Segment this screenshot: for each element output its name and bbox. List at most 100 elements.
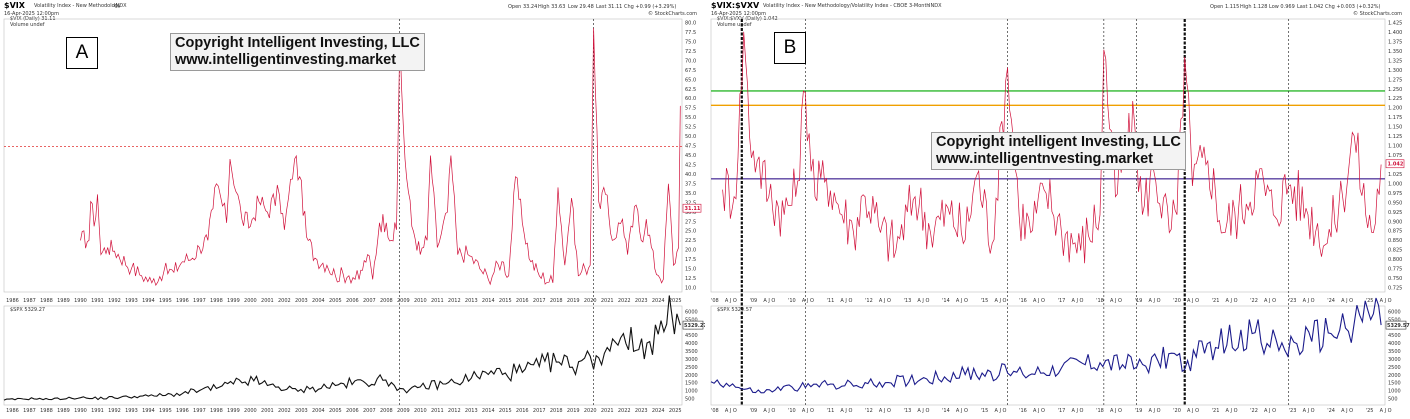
y-tick-label: 12.5 [685, 276, 696, 282]
price-tag [1385, 159, 1405, 169]
price-tag [682, 203, 702, 213]
x-tick-label: '19 [1135, 298, 1143, 304]
x-tick-label: 2020 [584, 298, 597, 304]
main-series-line [80, 28, 681, 287]
lower-x-tick-label: '23 [1289, 408, 1297, 414]
y-tick-label: 30.0 [685, 210, 696, 216]
lower-x-month-label: A J O [1110, 408, 1122, 414]
x-tick-label: 1986 [6, 298, 19, 304]
lower-y-tick-label: 3000 [1388, 357, 1401, 363]
y-tick-label: 0.725 [1388, 286, 1402, 292]
panel-b-date: 16-Apr-2025 12:00pm [711, 11, 766, 17]
x-tick-label: '17 [1058, 298, 1066, 304]
lower-y-tick-label: 4500 [685, 333, 698, 339]
y-tick-label: 1.075 [1388, 153, 1402, 159]
lower-x-tick-label: '10 [788, 408, 796, 414]
y-tick-label: 65.0 [685, 77, 696, 83]
lower-x-tick-label: 2022 [618, 408, 631, 414]
lower-x-month-label: A J O [725, 408, 737, 414]
panel-b-provider: © StockCharts.com [1353, 10, 1402, 17]
y-tick-label: 77.5 [685, 30, 696, 36]
lower-x-tick-label: 2018 [550, 408, 563, 414]
y-tick-label: 1.175 [1388, 115, 1402, 121]
lower-x-tick-label: '11 [827, 408, 835, 414]
y-tick-label: 1.150 [1388, 125, 1402, 131]
x-tick-label: '13 [904, 298, 912, 304]
lower-x-month-label: A J O [917, 408, 929, 414]
panel-b-quote-open: Open 1.115 [1210, 4, 1239, 10]
x-tick-label: 2022 [618, 298, 631, 304]
lower-x-tick-label: '19 [1135, 408, 1143, 414]
lower-y-tick-label: 1000 [1388, 389, 1401, 395]
y-tick-label: 32.5 [685, 200, 696, 206]
lower-y-tick-label: 4000 [685, 341, 698, 347]
lower-x-tick-label: 2004 [312, 408, 325, 414]
lower-x-tick-label: 2020 [584, 408, 597, 414]
y-tick-label: 67.5 [685, 68, 696, 74]
lower-x-tick-label: 2012 [448, 408, 461, 414]
y-tick-label: 20.0 [685, 248, 696, 254]
panel-b-svg: $VIX:$VXV Volatility Index - New Methodo… [710, 1, 1410, 414]
lower-y-tick-label: 6000 [685, 310, 698, 316]
y-tick-label: 70.0 [685, 58, 696, 64]
y-tick-label: 1.300 [1388, 68, 1402, 74]
y-tick-label: 27.5 [685, 219, 696, 225]
x-month-label: A J O [802, 298, 814, 304]
panel-b-quote-low: Low 0.969 [1269, 4, 1295, 10]
x-tick-label: 1994 [142, 298, 155, 304]
panel-a-quote-change: Chg +0.99 (+3.29%) [624, 4, 676, 10]
lower-y-tick-label: 2000 [1388, 373, 1401, 379]
panel-b-label: B [774, 32, 806, 64]
y-tick-label: 1.100 [1388, 144, 1402, 150]
x-tick-label: 2012 [448, 298, 461, 304]
lower-x-tick-label: 2023 [635, 408, 648, 414]
x-month-label: A J O [1264, 298, 1276, 304]
x-tick-label: 1990 [74, 298, 87, 304]
x-month-label: A J O [1380, 298, 1392, 304]
lower-x-tick-label: 1999 [227, 408, 240, 414]
lower-x-tick-label: 1996 [176, 408, 189, 414]
x-tick-label: 2008 [380, 298, 393, 304]
copyright-b-line2: www.intelligentnvesting.market [936, 151, 1154, 167]
panel-b-legend-lower: $SPX 5329.57 [717, 307, 752, 313]
lower-x-tick-label: 2025 [669, 408, 682, 414]
x-tick-label: '23 [1289, 298, 1297, 304]
copyright-box-b: Copyright intelligent Investing, LLC www… [931, 132, 1186, 170]
x-tick-label: '18 [1096, 298, 1104, 304]
x-tick-label: 2007 [363, 298, 376, 304]
x-tick-label: 1991 [91, 298, 104, 304]
lower-x-tick-label: 2001 [261, 408, 274, 414]
lower-y-tick-label: 1000 [685, 389, 698, 395]
lower-y-tick-label: 2000 [685, 373, 698, 379]
lower-x-month-label: A J O [1341, 408, 1353, 414]
panel-b: $VIX:$VXV Volatility Index - New Methodo… [707, 0, 1410, 414]
lower-x-tick-label: '12 [865, 408, 873, 414]
x-tick-label: 2005 [329, 298, 342, 304]
main-series-line [722, 31, 1382, 264]
lower-x-month-label: A J O [956, 408, 968, 414]
lower-x-tick-label: 2009 [397, 408, 410, 414]
x-month-label: A J O [1149, 298, 1161, 304]
lower-plot-frame [710, 305, 1386, 406]
y-tick-label: 52.5 [685, 125, 696, 131]
y-tick-label: 45.0 [685, 153, 696, 159]
x-month-label: A J O [879, 298, 891, 304]
x-tick-label: '10 [788, 298, 796, 304]
x-tick-label: 1992 [108, 298, 121, 304]
x-tick-label: '15 [981, 298, 989, 304]
lower-x-tick-label: 1994 [142, 408, 155, 414]
panel-b-exchange: INDX [929, 3, 942, 9]
y-tick-label: 1.200 [1388, 106, 1402, 112]
y-tick-label: 0.750 [1388, 276, 1402, 282]
x-tick-label: 2002 [278, 298, 291, 304]
x-tick-label: 2009 [397, 298, 410, 304]
copyright-b-line1: Copyright intelligent Investing, LLC [936, 134, 1181, 150]
x-tick-label: '12 [865, 298, 873, 304]
lower-x-tick-label: '14 [942, 408, 950, 414]
x-month-label: A J O [1341, 298, 1353, 304]
panel-a-description: Volatility Index - New Methodology [34, 3, 121, 9]
x-tick-label: 2014 [482, 298, 495, 304]
lower-price-tag-label: 5329.27 [684, 323, 705, 329]
lower-x-month-label: A J O [994, 408, 1006, 414]
x-month-label: A J O [1071, 298, 1083, 304]
